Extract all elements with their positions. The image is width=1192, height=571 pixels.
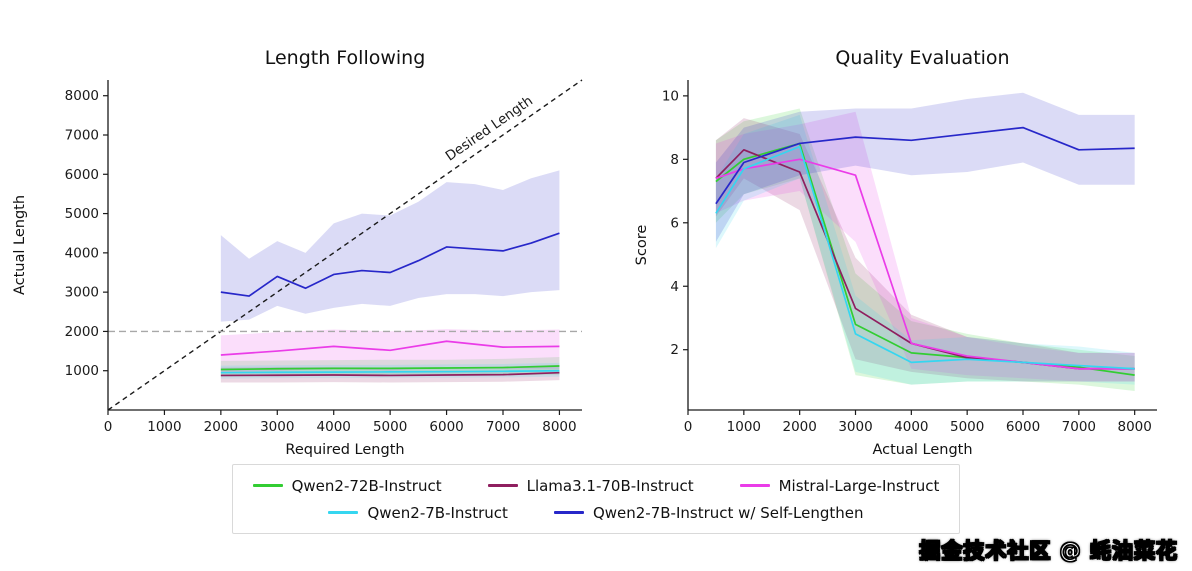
legend-item: Qwen2-72B-Instruct [252,476,442,495]
x-tick-label: 0 [104,419,113,435]
legend-line-swatch [553,511,584,514]
series-line [715,158,1135,370]
y-tick-label: 2 [670,342,679,358]
y-tick-label: 8000 [65,88,99,104]
y-axis-label: Score [634,225,650,266]
legend-label: Qwen2-7B-Instruct w/ Self-Lengthen [592,503,864,522]
legend-line-swatch [487,484,518,487]
legend-line-swatch [739,484,770,487]
series-line [715,142,1135,376]
length-following-chart: Desired Length 0 1000 2000 3000 4000 5000 6000 7… [12,47,583,458]
series-line [220,340,560,356]
chart-title: Length Following [265,47,426,69]
confidence-band [715,114,1135,385]
legend-row: Qwen2-72B-Instruct Llama3.1-70B-Instruct M… [252,472,940,499]
series-line [220,232,560,297]
legend-label: Qwen2-72B-Instruct [291,476,442,495]
y-tick-label: 8 [670,152,679,168]
x-tick-label: 7000 [1062,419,1096,435]
x-axis-label: Actual Length [872,442,972,458]
confidence-band [715,118,1135,382]
y-tick-label: 10 [662,88,679,104]
legend-label: Qwen2-7B-Instruct [367,503,508,522]
y-tick-label: 3000 [65,285,99,301]
desired-length-label: Desired Length [443,93,536,165]
series-line [220,371,560,377]
series-line [715,126,1135,205]
chart-title: Quality Evaluation [835,47,1009,69]
x-tick-label: 8000 [542,419,576,435]
y-tick-label: 2000 [65,324,99,340]
legend-row: Qwen2-7B-Instruct Qwen2-7B-Instruct w/ Se… [253,499,940,526]
charts-row: Desired Length 0 1000 2000 3000 4000 5000 6000 7… [12,47,1157,458]
x-tick-label: 1000 [147,419,181,435]
x-tick-label: 2000 [204,419,238,435]
series-line [220,369,560,374]
legend-label: Mistral-Large-Instruct [778,476,940,495]
desired-length-line [107,79,583,411]
y-tick-label: 7000 [65,128,99,144]
confidence-band [220,170,560,322]
x-tick-label: 5000 [950,419,984,435]
confidence-band [715,108,1135,391]
legend-item: Qwen2-7B-Instruct w/ Self-Lengthen [553,503,864,522]
legend-item: Qwen2-7B-Instruct [328,503,508,522]
x-tick-label: 3000 [260,419,294,435]
legend-line-swatch [252,484,283,487]
y-tick-label: 6000 [65,167,99,183]
x-tick-label: 5000 [373,419,407,435]
x-tick-label: 6000 [429,419,463,435]
x-tick-label: 4000 [317,419,351,435]
x-axis-label: Required Length [285,442,404,458]
legend-item: Llama3.1-70B-Instruct [487,476,694,495]
x-tick-label: 7000 [486,419,520,435]
y-axis-label: Actual Length [12,195,28,295]
x-tick-label: 3000 [838,419,872,435]
legend-item: Mistral-Large-Instruct [739,476,940,495]
series-line [715,145,1135,370]
y-tick-label: 5000 [65,206,99,222]
x-tick-label: 6000 [1006,419,1040,435]
x-tick-label: 0 [684,419,693,435]
confidence-band [715,111,1135,382]
series-line [220,365,560,371]
x-tick-label: 1000 [727,419,761,435]
legend-label: Llama3.1-70B-Instruct [526,476,694,495]
x-tick-label: 2000 [782,419,816,435]
y-tick-label: 4 [670,279,679,295]
x-tick-label: 8000 [1117,419,1151,435]
x-tick-label: 4000 [894,419,928,435]
legend-line-swatch [328,511,359,514]
quality-evaluation-chart: 0 1000 2000 3000 4000 5000 6000 7000 8000 2 4 6 8 10 Q… [634,47,1157,458]
y-tick-label: 1000 [65,363,99,379]
y-tick-label: 4000 [65,245,99,261]
legend: Qwen2-72B-Instruct Llama3.1-70B-Instruct M… [231,464,961,534]
y-tick-label: 6 [670,215,679,231]
watermark: 掘金技术社区 @ 蚝油菜花 [919,539,1178,564]
